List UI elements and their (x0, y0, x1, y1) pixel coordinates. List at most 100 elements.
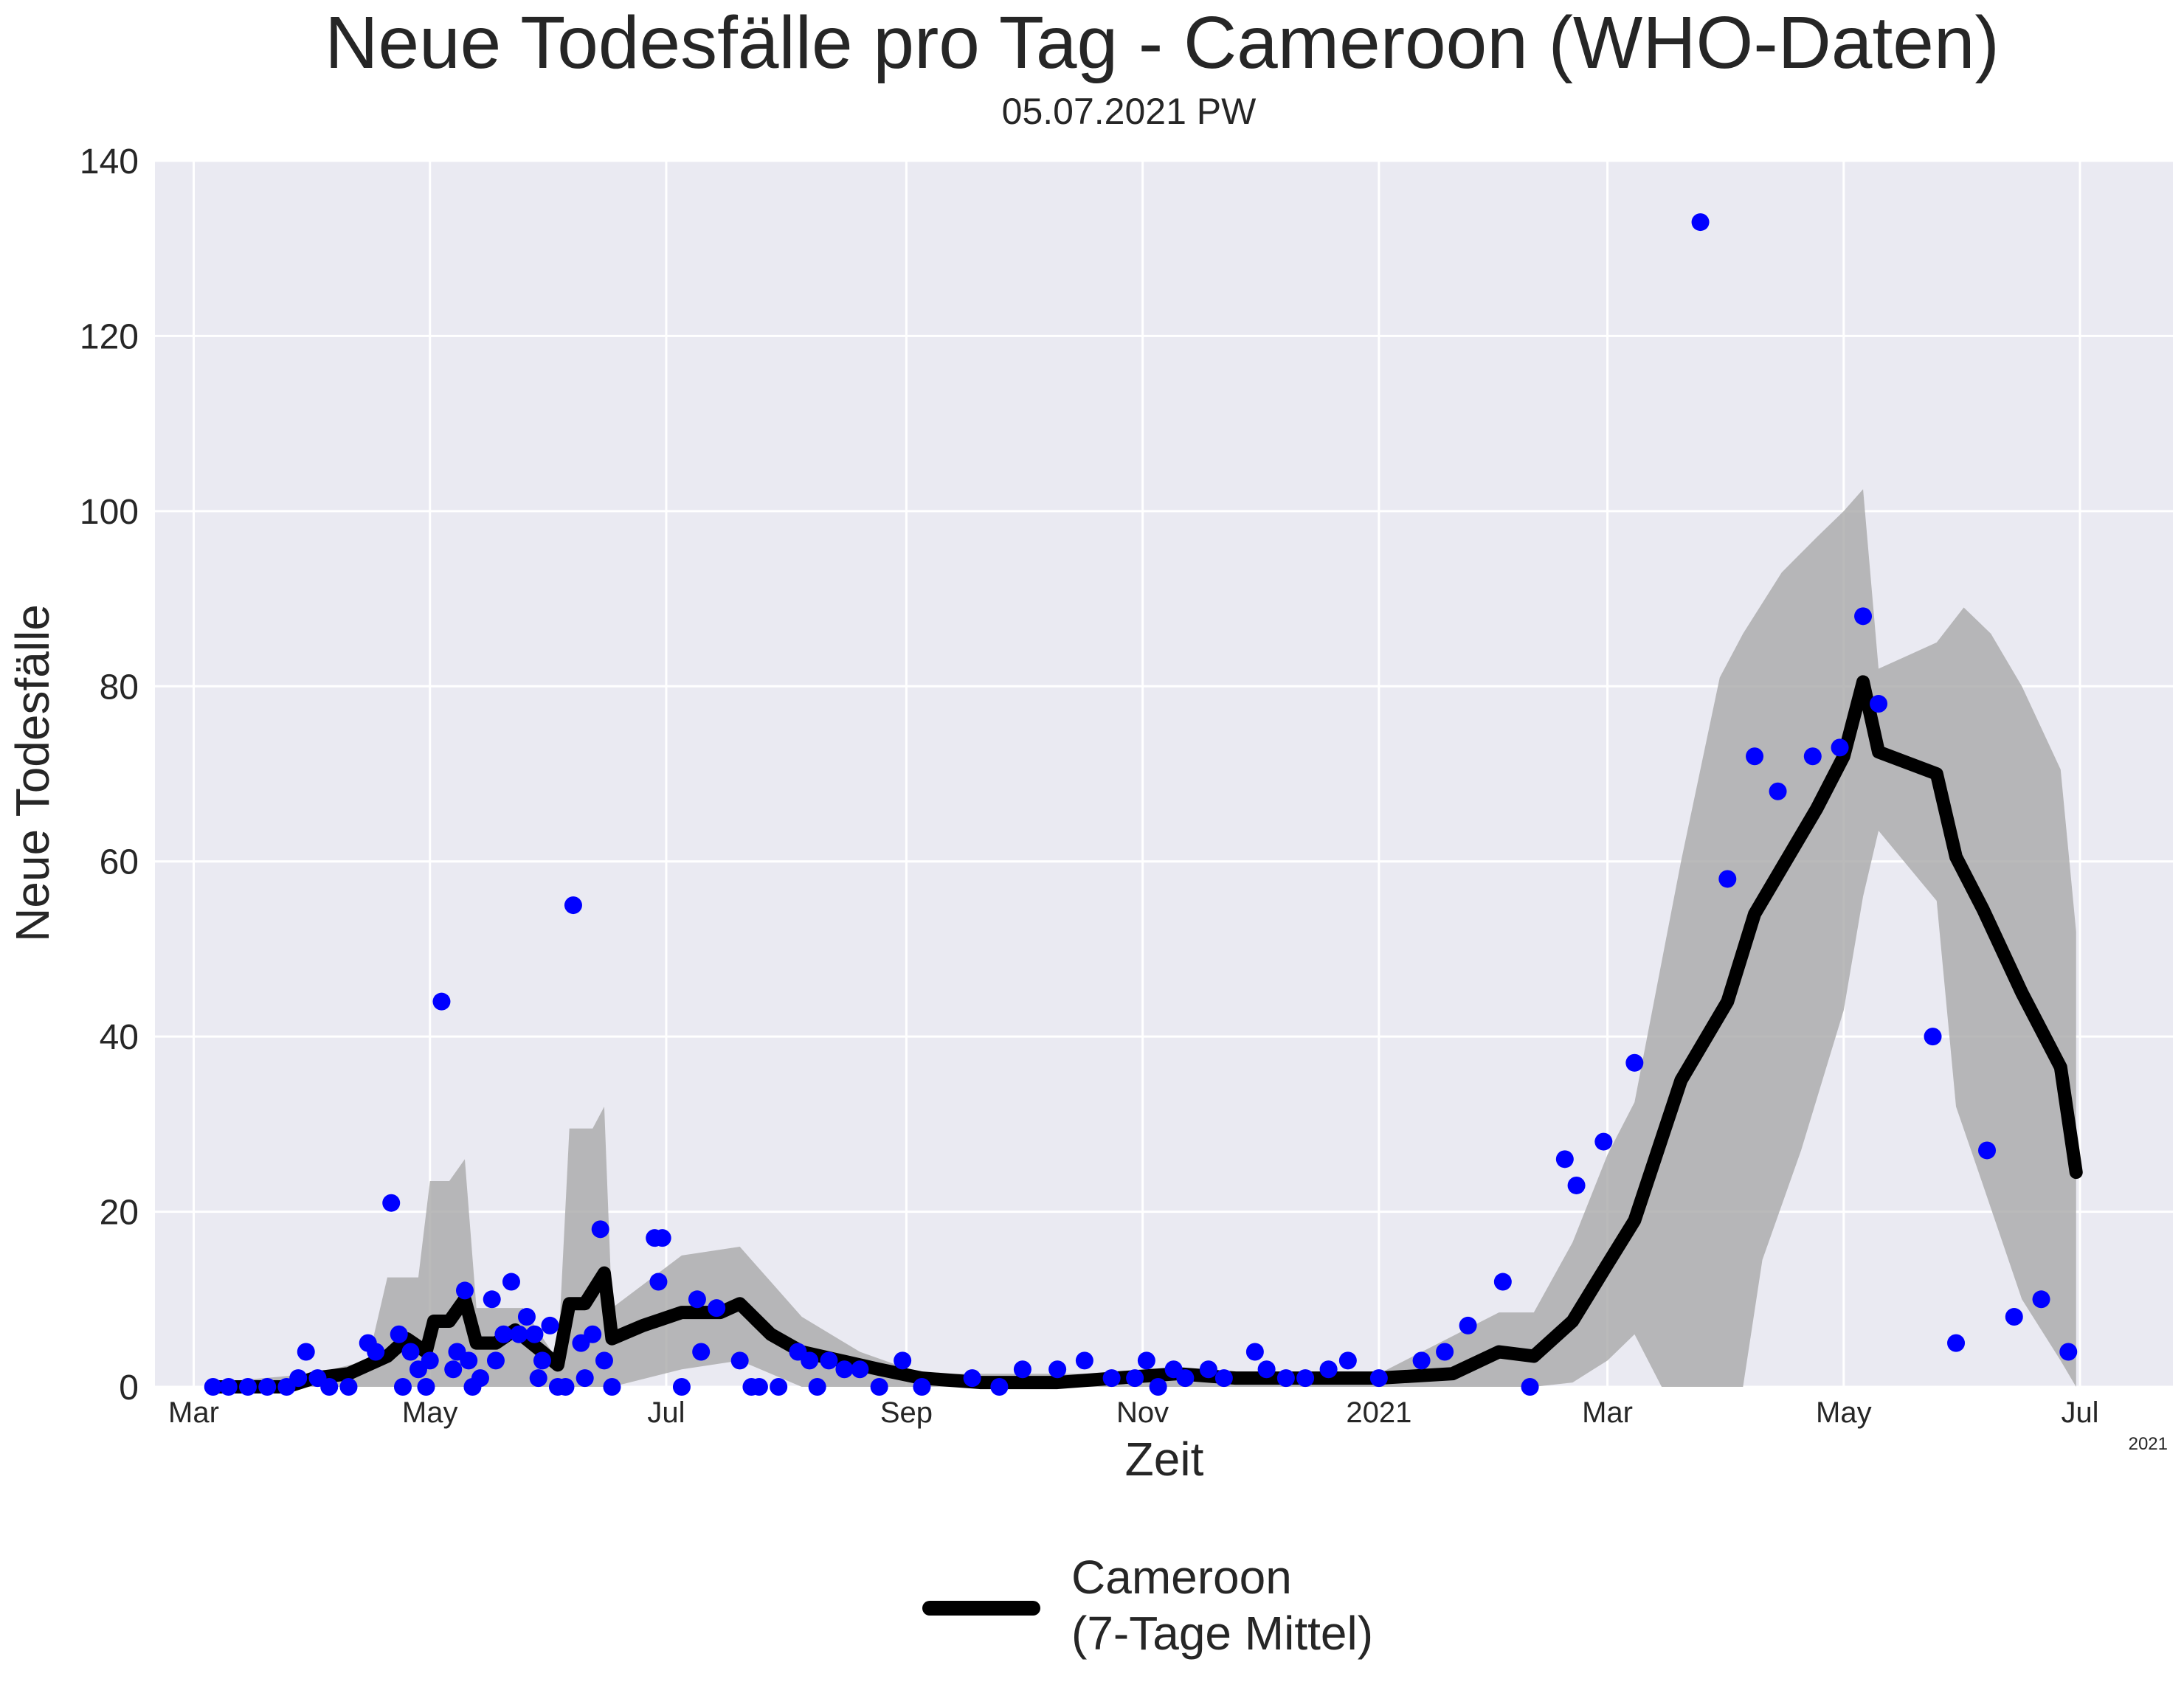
daily-death-point (382, 1194, 401, 1212)
daily-death-point (1854, 607, 1873, 626)
x-tick-label: 2021 (1346, 1396, 1411, 1429)
daily-death-point (533, 1351, 551, 1370)
daily-death-point (820, 1351, 838, 1370)
daily-death-point (1493, 1273, 1512, 1291)
point-layer (204, 213, 2078, 1396)
daily-death-point (576, 1369, 594, 1388)
daily-death-point (1691, 213, 1710, 232)
seven-day-mean-line (206, 675, 2083, 1393)
daily-death-point (297, 1343, 315, 1361)
daily-death-point (1338, 1351, 1357, 1370)
daily-death-point (1718, 870, 1737, 888)
daily-death-point (517, 1308, 536, 1326)
y-tick-label: 120 (80, 317, 139, 356)
daily-death-point (1412, 1351, 1431, 1370)
daily-death-point (1048, 1360, 1067, 1379)
legend-label-line: (7-Tage Mittel) (1071, 1607, 1373, 1660)
daily-death-point (219, 1378, 238, 1396)
daily-death-point (258, 1378, 277, 1396)
daily-death-point (289, 1369, 308, 1388)
daily-death-point (1276, 1369, 1295, 1388)
daily-death-point (894, 1351, 912, 1370)
x-tick-label: Mar (168, 1396, 219, 1429)
daily-death-point (750, 1378, 768, 1396)
daily-death-point (1870, 695, 1888, 713)
daily-death-point (2032, 1290, 2050, 1309)
daily-death-point (1947, 1334, 1966, 1352)
daily-death-point (483, 1290, 501, 1309)
daily-death-point (494, 1325, 513, 1343)
y-ticks: 0 20 40 60 80 100 120 140 (80, 142, 139, 1408)
daily-death-point (564, 896, 582, 915)
daily-death-point (584, 1325, 602, 1343)
daily-death-point (2005, 1308, 2023, 1326)
daily-death-point (1803, 747, 1822, 766)
uncertainty-band (212, 489, 2076, 1387)
grid (155, 159, 2173, 1388)
daily-death-point (339, 1378, 358, 1396)
daily-death-point (238, 1378, 257, 1396)
daily-death-point (591, 1220, 609, 1239)
daily-death-point (204, 1378, 222, 1396)
daily-death-point (1126, 1369, 1144, 1388)
daily-death-point (1319, 1360, 1338, 1379)
daily-death-point (835, 1360, 854, 1379)
daily-death-point (529, 1369, 547, 1388)
daily-death-point (1199, 1360, 1217, 1379)
y-tick-label: 60 (100, 843, 139, 882)
daily-death-point (870, 1378, 888, 1396)
daily-death-point (1459, 1316, 1477, 1334)
daily-death-point (541, 1316, 559, 1334)
daily-death-point (502, 1273, 520, 1291)
daily-death-point (471, 1369, 489, 1388)
y-tick-label: 80 (100, 668, 139, 707)
daily-death-point (1521, 1378, 1539, 1396)
daily-death-point (1746, 747, 1764, 766)
daily-death-point (1978, 1141, 1997, 1160)
daily-death-point (1594, 1132, 1613, 1151)
daily-death-point (486, 1351, 505, 1370)
daily-death-point (1102, 1369, 1121, 1388)
daily-death-point (1567, 1176, 1586, 1194)
daily-death-point (990, 1378, 1009, 1396)
daily-death-point (730, 1351, 749, 1370)
daily-death-point (653, 1229, 671, 1247)
daily-death-point (390, 1325, 408, 1343)
y-tick-label: 20 (100, 1194, 139, 1233)
daily-death-point (460, 1351, 478, 1370)
daily-death-point (688, 1290, 706, 1309)
daily-death-point (417, 1378, 435, 1396)
daily-death-point (672, 1378, 691, 1396)
x-tick-label: May (1816, 1396, 1872, 1429)
daily-death-point (770, 1378, 788, 1396)
daily-death-point (367, 1343, 385, 1361)
daily-death-point (1831, 738, 1849, 757)
x-tick-label: Sep (880, 1396, 933, 1429)
daily-death-point (1214, 1369, 1233, 1388)
x-tick-label: Jul (2061, 1396, 2098, 1429)
y-tick-label: 0 (119, 1368, 139, 1408)
daily-death-point (595, 1351, 613, 1370)
chart-title: Neue Todesfälle pro Tag - Cameroon (WHO-… (325, 1, 2000, 84)
daily-death-point (808, 1378, 826, 1396)
daily-death-point (525, 1325, 544, 1343)
daily-death-point (1075, 1351, 1093, 1370)
x-axis-label: Zeit (1125, 1433, 1204, 1486)
daily-death-point (1625, 1053, 1644, 1072)
daily-death-point (421, 1351, 439, 1370)
line-layer (206, 675, 2083, 1393)
daily-death-point (1769, 782, 1787, 800)
daily-death-point (393, 1378, 412, 1396)
daily-death-point (692, 1343, 711, 1361)
x-ticks: Mar May Jul Sep Nov 2021 Mar May Jul (168, 1396, 2099, 1429)
daily-death-point (851, 1360, 869, 1379)
legend: Cameroon (7-Tage Mittel) (922, 1551, 1373, 1660)
x-tick-label: May (402, 1396, 458, 1429)
daily-death-point (1555, 1150, 1574, 1169)
daily-death-point (1924, 1028, 1942, 1046)
daily-death-point (801, 1351, 819, 1370)
daily-death-point (913, 1378, 931, 1396)
y-axis-label: Neue Todesfälle (6, 604, 59, 942)
legend-label-line: Cameroon (1071, 1551, 1292, 1604)
